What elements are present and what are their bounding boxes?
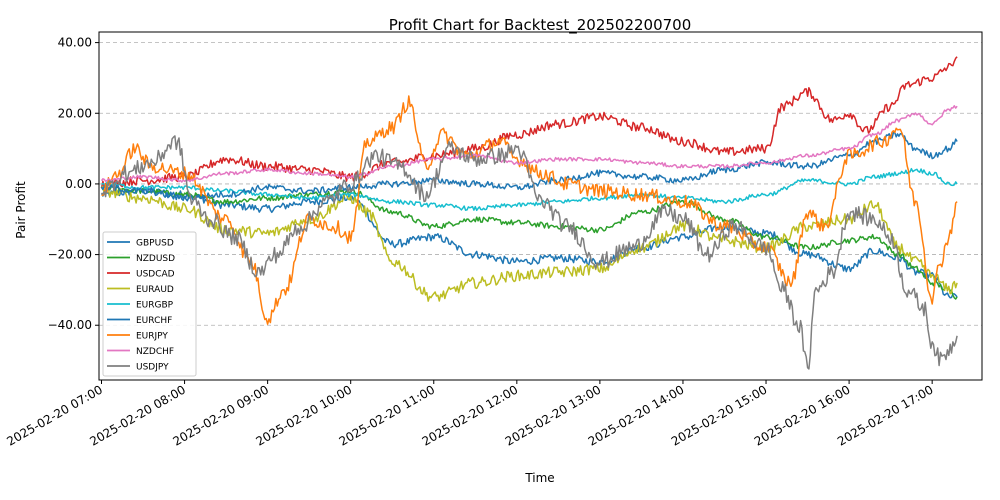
series-lines (100, 56, 958, 370)
y-tick-label: −20.00 (48, 248, 92, 262)
y-axis: 40.00 20.00 0.00 −20.00 −40.00 (48, 36, 99, 332)
y-axis-label: Pair Profit (14, 181, 28, 239)
series-line-gbpusd (100, 186, 958, 299)
series-line-eurchf (100, 131, 958, 202)
x-axis-label: Time (524, 471, 554, 485)
chart-title: Profit Chart for Backtest_202502200700 (389, 16, 692, 35)
series-line-usdcad (100, 56, 958, 189)
legend-label: USDCAD (136, 270, 175, 280)
y-tick-label: 0.00 (65, 177, 92, 191)
legend-label: GBPUSD (136, 239, 174, 249)
legend-label: NZDCHF (136, 347, 174, 357)
legend-label: EURGBP (136, 301, 174, 311)
series-line-eurgbp (101, 167, 958, 212)
legend-label: EURCHF (136, 316, 172, 326)
y-tick-label: −40.00 (48, 318, 92, 332)
series-line-nzdchf (100, 105, 958, 183)
legend-label: NZDUSD (136, 254, 175, 264)
series-line-nzdusd (100, 184, 958, 300)
series-line-euraud (101, 185, 958, 302)
legend-frame (102, 231, 197, 377)
legend-label: EURAUD (136, 285, 174, 295)
y-tick-label: 40.00 (58, 36, 92, 50)
legend-label: EURJPY (136, 332, 168, 342)
series-line-usdjpy (101, 135, 958, 370)
y-tick-label: 20.00 (58, 106, 92, 120)
plot-frame (98, 31, 983, 381)
legend-label: USDJPY (136, 363, 169, 373)
legend: GBPUSD NZDUSD USDCAD EURAUD EURGBP EURCHF EURJ… (102, 231, 197, 377)
